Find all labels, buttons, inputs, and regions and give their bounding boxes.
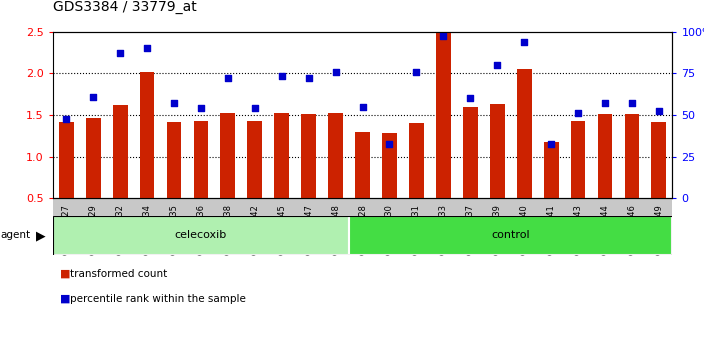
Point [572, 110, 584, 116]
Point [168, 100, 180, 105]
Point [384, 141, 395, 147]
Bar [543, 142, 558, 198]
Bar [328, 113, 343, 198]
Text: ▶: ▶ [36, 229, 46, 242]
Bar [59, 122, 74, 198]
Text: percentile rank within the sample: percentile rank within the sample [70, 294, 246, 304]
Text: control: control [491, 230, 530, 240]
Bar [349, 216, 672, 255]
Point [491, 62, 503, 68]
FancyBboxPatch shape [53, 198, 672, 240]
Point [222, 76, 234, 81]
Point [357, 104, 368, 110]
Point [115, 50, 126, 56]
Point [627, 100, 638, 105]
Text: agent: agent [1, 230, 31, 240]
Bar [436, 0, 451, 198]
Bar [139, 72, 154, 198]
Point [599, 100, 610, 105]
Point [61, 116, 72, 122]
Bar [463, 107, 478, 198]
Bar [113, 105, 127, 198]
Point [87, 94, 99, 99]
Text: GDS3384 / 33779_at: GDS3384 / 33779_at [53, 0, 196, 14]
Text: ■: ■ [60, 269, 70, 279]
Bar [651, 122, 666, 198]
Bar [409, 124, 424, 198]
Bar [301, 114, 316, 198]
Text: celecoxib: celecoxib [175, 230, 227, 240]
Point [330, 69, 341, 75]
Text: ■: ■ [60, 294, 70, 304]
Bar [194, 121, 208, 198]
Bar [624, 114, 639, 198]
Point [142, 45, 153, 51]
Point [519, 39, 530, 45]
Point [546, 141, 557, 147]
Bar [275, 113, 289, 198]
Bar [382, 132, 397, 198]
Bar [490, 104, 505, 198]
Point [249, 105, 260, 111]
Point [653, 108, 665, 114]
Bar [355, 132, 370, 198]
Point [438, 33, 449, 39]
Point [195, 105, 206, 111]
Bar [53, 216, 349, 255]
Point [303, 76, 314, 81]
Point [276, 73, 287, 79]
Bar [247, 121, 262, 198]
Bar [571, 121, 586, 198]
Point [465, 96, 476, 101]
Point [411, 69, 422, 75]
Bar [86, 118, 101, 198]
Bar [598, 114, 612, 198]
Bar [517, 69, 532, 198]
Bar [220, 113, 235, 198]
Text: transformed count: transformed count [70, 269, 168, 279]
Bar [167, 122, 182, 198]
